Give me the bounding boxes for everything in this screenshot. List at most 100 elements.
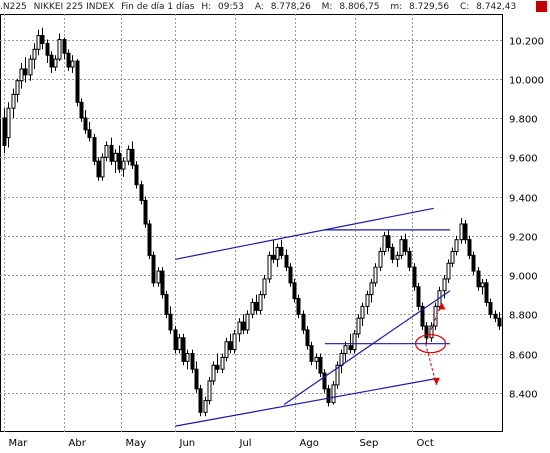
candle-body [45, 42, 50, 56]
candle-body [139, 184, 144, 201]
y-tick-label: 9.200 [509, 233, 538, 244]
c-value: 8.742,43 [476, 2, 517, 12]
x-tick-label: Jul [239, 438, 252, 449]
candle-body [322, 372, 327, 390]
candle-body [493, 313, 498, 319]
candle-body [271, 254, 276, 260]
candle-body [412, 266, 417, 288]
candle-body [318, 356, 323, 374]
candle-body [19, 68, 24, 82]
trendline-lower-channel [175, 378, 434, 427]
y-tick-label: 8.600 [509, 351, 538, 362]
candle-body [284, 254, 289, 268]
y-tick-label: 8.800 [509, 311, 538, 322]
candle-body [476, 270, 481, 288]
candle-body [390, 247, 395, 260]
candle-body [305, 329, 310, 347]
candle-body [177, 337, 182, 351]
candle-body [104, 144, 109, 158]
candle-body [117, 152, 122, 170]
mm-value: 8.729,56 [409, 2, 450, 12]
candle-body [70, 60, 75, 68]
m-value: 8.806,75 [339, 2, 380, 12]
y-tick-label: 9.000 [509, 272, 538, 283]
candle-body [369, 282, 374, 296]
candle-body [96, 160, 101, 178]
x-tick-label: Mar [9, 438, 29, 449]
trendline-rising-support [283, 290, 451, 406]
candle-body [365, 294, 370, 307]
candle-body [228, 341, 233, 351]
m-label: M: [321, 2, 333, 12]
candle-body [407, 250, 412, 268]
candle-body [314, 356, 319, 362]
candle-body [360, 305, 365, 319]
candle-body [480, 282, 485, 288]
candle-body [198, 388, 203, 413]
candle-body [467, 239, 472, 256]
corner-menu-icon[interactable] [536, 1, 547, 12]
candle-body [331, 384, 336, 404]
candle-body [2, 117, 7, 146]
candle-body [121, 160, 126, 170]
candle-body [173, 329, 178, 351]
candle-body [203, 400, 208, 413]
candle-body [32, 48, 37, 60]
mm-field: m: 8.729,56 [390, 2, 453, 12]
candle-body [62, 39, 67, 54]
candle-body [87, 129, 92, 139]
candle-body [160, 270, 165, 296]
y-tick-label: 9.600 [509, 154, 538, 165]
y-tick-label: 10.200 [509, 37, 544, 48]
candle-body [471, 254, 476, 272]
candle-body [262, 278, 267, 296]
chart-header: .N225 NIKKEI 225 INDEX Fin de día 1 días… [0, 0, 520, 14]
y-tick-label: 9.800 [509, 115, 538, 126]
candle-body [215, 364, 220, 370]
candle-body [147, 223, 152, 256]
candle-body [220, 356, 225, 370]
symbol-label: .N225 [0, 2, 27, 12]
candle-body [207, 380, 212, 402]
candle-body [49, 54, 54, 68]
candle-body [245, 313, 250, 331]
candle-body [232, 333, 237, 351]
highlight-ellipse [414, 334, 447, 354]
candle-body [254, 301, 259, 311]
projection-arrow-head [438, 302, 446, 310]
candle-body [237, 321, 242, 335]
candle-body [134, 164, 139, 186]
x-tick-label: Jun [179, 438, 196, 449]
candle-body [339, 353, 344, 366]
candle-body [113, 152, 118, 162]
projection-arrow-head [432, 377, 440, 385]
candle-body [40, 35, 45, 44]
candle-body [23, 68, 28, 76]
candle-body [130, 148, 135, 166]
x-tick-label: Abr [69, 438, 87, 449]
candle-body [143, 199, 148, 225]
candle-body [488, 301, 493, 315]
candle-body [11, 93, 16, 109]
x-tick-label: Oct [417, 438, 434, 449]
candle-body [454, 239, 459, 252]
candle-body [151, 254, 156, 284]
candle-body [66, 52, 71, 68]
period-label: Fin de día 1 días [121, 2, 195, 12]
candle-body [57, 39, 62, 60]
index-name: NIKKEI 225 INDEX [33, 2, 115, 12]
candle-body [309, 345, 314, 362]
candle-body [352, 333, 357, 351]
candle-body [288, 266, 293, 284]
candle-body [292, 282, 297, 300]
candle-body [484, 282, 489, 303]
candle-body [301, 313, 306, 331]
candle-body [420, 305, 425, 327]
candle-body [442, 278, 447, 292]
candle-body [343, 345, 348, 355]
candle-body [386, 235, 391, 249]
candle-body [164, 294, 169, 315]
x-tick-label: May [126, 438, 147, 449]
m-field: M: 8.806,75 [322, 2, 384, 12]
candle-body [224, 341, 229, 358]
